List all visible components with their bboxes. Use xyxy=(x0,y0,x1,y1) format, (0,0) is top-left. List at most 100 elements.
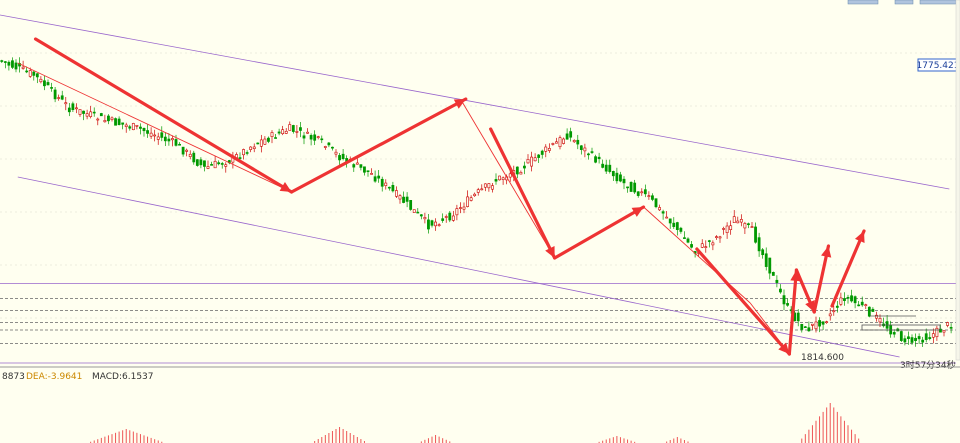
candle-body xyxy=(124,124,128,127)
candle-body xyxy=(355,162,359,165)
trend-arrow-shaft xyxy=(787,268,799,356)
candle-body xyxy=(213,160,217,169)
candle-body xyxy=(939,328,942,333)
candle-body xyxy=(334,151,338,155)
candle-body xyxy=(764,253,768,267)
candle-body xyxy=(178,143,181,146)
trend-arrow-shaft xyxy=(553,205,646,260)
candle-body xyxy=(601,163,605,168)
candle-body xyxy=(377,175,381,179)
candle-body xyxy=(419,214,423,217)
candle-body xyxy=(846,297,850,299)
candle-body xyxy=(871,308,875,312)
trend-arrow-head xyxy=(805,300,815,312)
candle-body xyxy=(316,136,320,138)
candle-body xyxy=(931,333,935,338)
price-label: 1775.421 xyxy=(917,61,960,71)
candle-body xyxy=(46,82,50,86)
macd-histogram xyxy=(90,403,860,443)
candle-body xyxy=(569,131,573,138)
candle-body xyxy=(281,129,285,134)
toolbar-button[interactable] xyxy=(894,0,914,5)
candle-body xyxy=(668,218,672,224)
candle-body xyxy=(562,138,565,144)
candle-body xyxy=(423,217,427,220)
candle-body xyxy=(462,206,466,210)
candle-body xyxy=(899,331,903,341)
candle-body xyxy=(35,73,39,78)
candle-body xyxy=(50,87,53,89)
candle-body xyxy=(163,136,167,142)
indicator-dea: DEA:-3.9641 xyxy=(26,372,82,382)
candlesticks xyxy=(0,57,953,347)
candle-body xyxy=(451,215,455,221)
candle-body xyxy=(60,95,64,100)
candle-body xyxy=(114,118,117,126)
level-box xyxy=(861,324,941,331)
trend-arrow-shaft xyxy=(489,127,557,260)
candle-body xyxy=(949,327,953,329)
candle-body xyxy=(455,208,459,216)
candle-body xyxy=(576,139,580,145)
toolbar-button[interactable] xyxy=(919,0,957,5)
candle-body xyxy=(857,304,861,307)
candle-body xyxy=(220,163,224,165)
candle-body xyxy=(683,237,686,239)
candle-body xyxy=(935,327,939,338)
candle-body xyxy=(629,181,633,192)
candle-body xyxy=(761,249,765,256)
candle-body xyxy=(43,80,46,87)
candle-body xyxy=(636,191,640,196)
trend-arrow-head xyxy=(778,342,790,354)
candle-body xyxy=(878,318,882,323)
candle-body xyxy=(587,153,590,156)
candle-body xyxy=(149,132,153,137)
candle-body xyxy=(754,226,757,243)
candle-body xyxy=(99,113,103,117)
candle-body xyxy=(622,178,626,184)
trend-arrow-head xyxy=(279,181,292,192)
candle-body xyxy=(814,321,818,330)
candle-body xyxy=(523,165,526,169)
candle-body xyxy=(864,304,868,306)
candle-body xyxy=(434,221,437,227)
candle-body xyxy=(188,153,192,157)
candle-body xyxy=(821,321,825,325)
candle-body xyxy=(921,339,925,343)
candle-body xyxy=(217,162,221,165)
candle-body xyxy=(277,131,281,134)
candle-body xyxy=(416,211,420,214)
candle-body xyxy=(256,142,260,145)
candle-body xyxy=(64,102,68,105)
candle-body xyxy=(380,178,384,187)
candle-body xyxy=(121,122,125,125)
candle-body xyxy=(747,223,750,226)
candle-body xyxy=(487,183,491,189)
candle-body xyxy=(103,120,107,123)
candle-body xyxy=(811,323,814,326)
candle-body xyxy=(288,124,292,131)
candle-body xyxy=(267,137,270,142)
candle-body xyxy=(597,156,601,160)
candle-body xyxy=(427,219,430,230)
candle-body xyxy=(476,189,480,193)
candle-body xyxy=(704,246,708,248)
candle-body xyxy=(579,145,583,150)
candle-body xyxy=(181,146,185,155)
candle-body xyxy=(313,134,317,141)
candle-body xyxy=(867,306,871,317)
candle-body xyxy=(203,160,206,167)
candle-body xyxy=(387,186,391,189)
candle-body xyxy=(483,183,487,188)
candle-body xyxy=(331,146,334,149)
candle-body xyxy=(206,166,210,169)
trend-arrow-shaft xyxy=(695,247,791,356)
candle-body xyxy=(615,172,619,182)
trend-arrow-shaft xyxy=(812,244,831,314)
toolbar-button[interactable] xyxy=(847,0,879,5)
grid xyxy=(0,52,956,319)
candle-body xyxy=(540,150,544,155)
candle-body xyxy=(690,244,693,248)
trend-arrow-head xyxy=(631,207,644,217)
